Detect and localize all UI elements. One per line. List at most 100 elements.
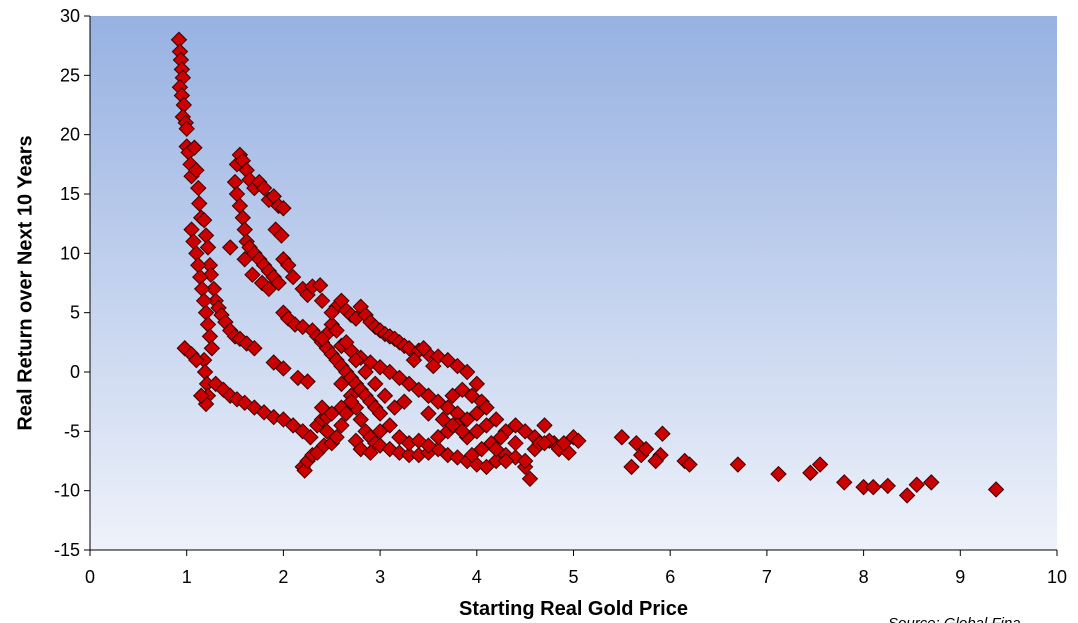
data-points: [170, 31, 1005, 504]
source-note: Source: Global Fina: [888, 615, 1021, 623]
y-tick-label: 25: [60, 65, 80, 85]
y-tick-label: -10: [54, 481, 80, 501]
data-point: [521, 470, 539, 488]
x-axis-ticks: 0 1 2 3 4 5 6 7 8 9 10: [85, 550, 1067, 587]
data-point: [367, 375, 384, 393]
x-tick-label: 3: [375, 567, 385, 587]
data-point: [188, 162, 205, 179]
data-point: [836, 474, 853, 491]
data-point: [647, 452, 664, 470]
data-point: [275, 360, 292, 377]
data-point: [236, 251, 253, 268]
data-point: [275, 200, 292, 217]
y-tick-label: 10: [60, 243, 80, 263]
data-point: [302, 429, 319, 446]
data-point: [280, 256, 297, 274]
data-point: [420, 437, 437, 454]
y-axis-title: Real Return over Next 10 Years: [14, 135, 36, 430]
data-point: [770, 465, 787, 483]
data-point: [623, 458, 640, 476]
data-point: [299, 373, 316, 390]
y-tick-label: 5: [70, 303, 80, 323]
x-tick-label: 0: [85, 567, 95, 587]
data-point: [516, 452, 534, 470]
data-point: [357, 363, 374, 381]
data-point: [362, 444, 379, 461]
x-tick-label: 8: [859, 567, 869, 587]
data-point: [246, 399, 263, 416]
x-tick-label: 10: [1047, 567, 1067, 587]
data-point: [202, 266, 220, 283]
data-point: [203, 340, 221, 357]
data-point: [328, 429, 345, 446]
data-point: [458, 363, 476, 381]
data-point: [454, 423, 471, 440]
data-point: [333, 417, 350, 434]
data-point: [244, 266, 261, 283]
data-point: [802, 464, 819, 482]
data-point: [908, 476, 925, 493]
data-point: [865, 478, 882, 496]
data-point: [536, 417, 553, 434]
y-tick-label: -15: [54, 540, 80, 560]
y-tick-label: 20: [60, 125, 80, 145]
data-point: [338, 405, 355, 422]
data-point: [386, 399, 403, 416]
data-point: [898, 487, 916, 504]
data-point: [313, 292, 331, 310]
data-point: [333, 375, 350, 393]
y-tick-label: 15: [60, 184, 80, 204]
data-point: [811, 456, 829, 473]
data-point: [376, 387, 394, 404]
data-point: [425, 357, 442, 375]
data-point: [555, 434, 573, 452]
data-point: [246, 340, 263, 357]
data-point: [420, 405, 437, 422]
data-point: [284, 268, 302, 286]
data-point: [487, 411, 505, 428]
x-tick-label: 6: [665, 567, 675, 587]
data-point: [415, 340, 432, 357]
data-point: [222, 239, 239, 256]
data-point: [497, 452, 515, 470]
data-point: [273, 227, 290, 244]
x-axis-title: Starting Real Gold Price: [459, 598, 688, 620]
data-point: [444, 387, 461, 404]
data-point: [195, 211, 213, 229]
data-point: [255, 179, 273, 197]
data-point: [188, 351, 205, 369]
data-point: [199, 239, 217, 256]
data-point: [507, 434, 524, 452]
data-point: [468, 375, 486, 393]
x-tick-label: 5: [568, 567, 578, 587]
plot-area: [90, 16, 1057, 550]
data-point: [311, 277, 329, 294]
data-point: [654, 425, 671, 442]
data-point: [381, 417, 398, 434]
data-point: [570, 432, 587, 450]
data-point: [371, 405, 389, 422]
data-point: [681, 456, 698, 473]
data-point: [186, 139, 203, 156]
data-point: [613, 429, 631, 446]
data-point: [323, 304, 340, 321]
data-point: [463, 446, 481, 464]
x-tick-label: 9: [955, 567, 965, 587]
x-tick-label: 1: [182, 567, 192, 587]
data-point: [987, 481, 1005, 498]
data-point: [468, 405, 486, 422]
data-point: [190, 179, 207, 197]
data-point: [178, 120, 195, 137]
data-point: [405, 351, 423, 369]
data-point: [338, 334, 355, 351]
data-point: [313, 399, 331, 416]
data-point: [352, 411, 369, 428]
x-tick-label: 7: [762, 567, 772, 587]
x-tick-label: 4: [472, 567, 482, 587]
data-point: [637, 440, 655, 458]
data-point: [328, 322, 345, 339]
data-point: [879, 477, 896, 495]
data-point: [342, 393, 360, 410]
y-tick-label: -5: [64, 421, 80, 441]
